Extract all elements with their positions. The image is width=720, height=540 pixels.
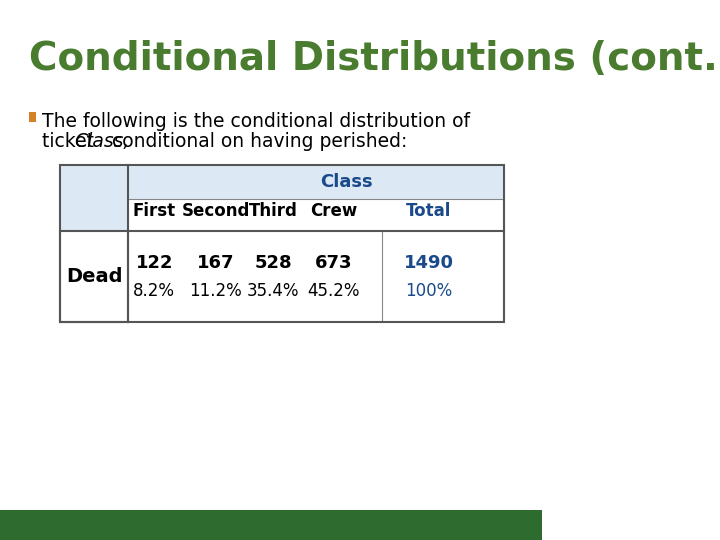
Text: First: First (132, 202, 176, 220)
Text: 167: 167 (197, 253, 235, 272)
Text: ALWAYS LEARNING: ALWAYS LEARNING (7, 520, 117, 530)
Text: PEARSON: PEARSON (399, 516, 495, 534)
Text: Third: Third (248, 202, 297, 220)
Text: 673: 673 (315, 253, 352, 272)
Bar (60, 165, 504, 322)
Text: Crew: Crew (310, 202, 357, 220)
Text: Copyright © 2015, 2010, 2007 Pearson Education, Inc.: Copyright © 2015, 2010, 2007 Pearson Edu… (177, 520, 462, 530)
Bar (60, 231, 128, 322)
Text: 100%: 100% (405, 281, 453, 300)
Text: 11.2%: 11.2% (189, 281, 243, 300)
Text: Second: Second (181, 202, 250, 220)
Text: Class,: Class, (73, 132, 129, 151)
Text: Chapter 2, Slide 20: Chapter 2, Slide 20 (434, 520, 534, 530)
Bar (60, 165, 504, 322)
Text: Class: Class (320, 173, 372, 191)
Bar (128, 231, 504, 322)
Text: ticket: ticket (42, 132, 100, 151)
Text: Conditional Distributions (cont.): Conditional Distributions (cont.) (29, 40, 720, 78)
Text: 45.2%: 45.2% (307, 281, 359, 300)
Text: 528: 528 (254, 253, 292, 272)
Bar (0, 510, 541, 540)
Text: The following is the conditional distribution of: The following is the conditional distrib… (42, 112, 470, 131)
Text: 122: 122 (135, 253, 173, 272)
Text: Dead: Dead (66, 267, 122, 286)
Text: conditional on having perished:: conditional on having perished: (106, 132, 408, 151)
Text: 1490: 1490 (404, 253, 454, 272)
Bar (128, 199, 504, 231)
Text: 35.4%: 35.4% (247, 281, 300, 300)
Text: 8.2%: 8.2% (133, 281, 175, 300)
Text: Total: Total (406, 202, 451, 220)
Bar (29, 112, 36, 122)
